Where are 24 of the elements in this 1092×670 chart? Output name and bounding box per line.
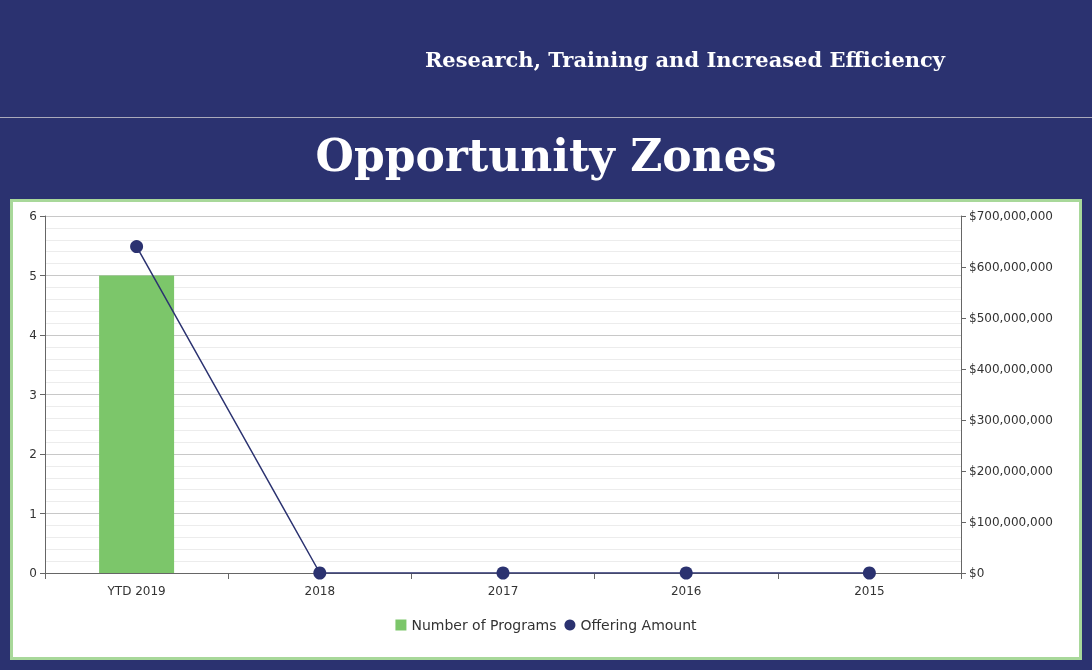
chart-title: Opportunity Zones <box>314 130 778 181</box>
y-tick-label: 3 <box>29 387 37 402</box>
y2-tick-label: $200,000,000 <box>969 464 1053 478</box>
x-tick-label: YTD 2019 <box>106 584 166 598</box>
y-tick-label: 6 <box>29 209 37 223</box>
x-tick-label: 2015 <box>854 584 885 598</box>
y2-tick-label: $600,000,000 <box>969 260 1053 274</box>
y2-tick-label: $100,000,000 <box>969 515 1053 529</box>
y2-tick-label: $300,000,000 <box>969 413 1053 427</box>
legend-label: Number of Programs <box>411 617 557 633</box>
x-tick-label: 2016 <box>670 584 702 598</box>
x-tick-label: 2017 <box>487 584 519 598</box>
y-tick-label: 2 <box>29 447 37 461</box>
y-tick-label: 5 <box>29 268 37 283</box>
y-tick-label: 0 <box>29 566 37 580</box>
y-tick-label: 4 <box>29 328 37 342</box>
y2-tick-label: $400,000,000 <box>969 362 1053 376</box>
x-tick-label: 2018 <box>304 584 336 598</box>
y-tick-label: 1 <box>29 506 37 521</box>
legend-label: Offering Amount <box>580 617 698 633</box>
y2-tick-label: $500,000,000 <box>969 311 1053 325</box>
y2-tick-label: $0 <box>969 566 985 580</box>
y2-tick-label: $700,000,000 <box>969 209 1053 223</box>
chart-subtitle: Research, Training and Increased Efficiency <box>423 46 947 74</box>
